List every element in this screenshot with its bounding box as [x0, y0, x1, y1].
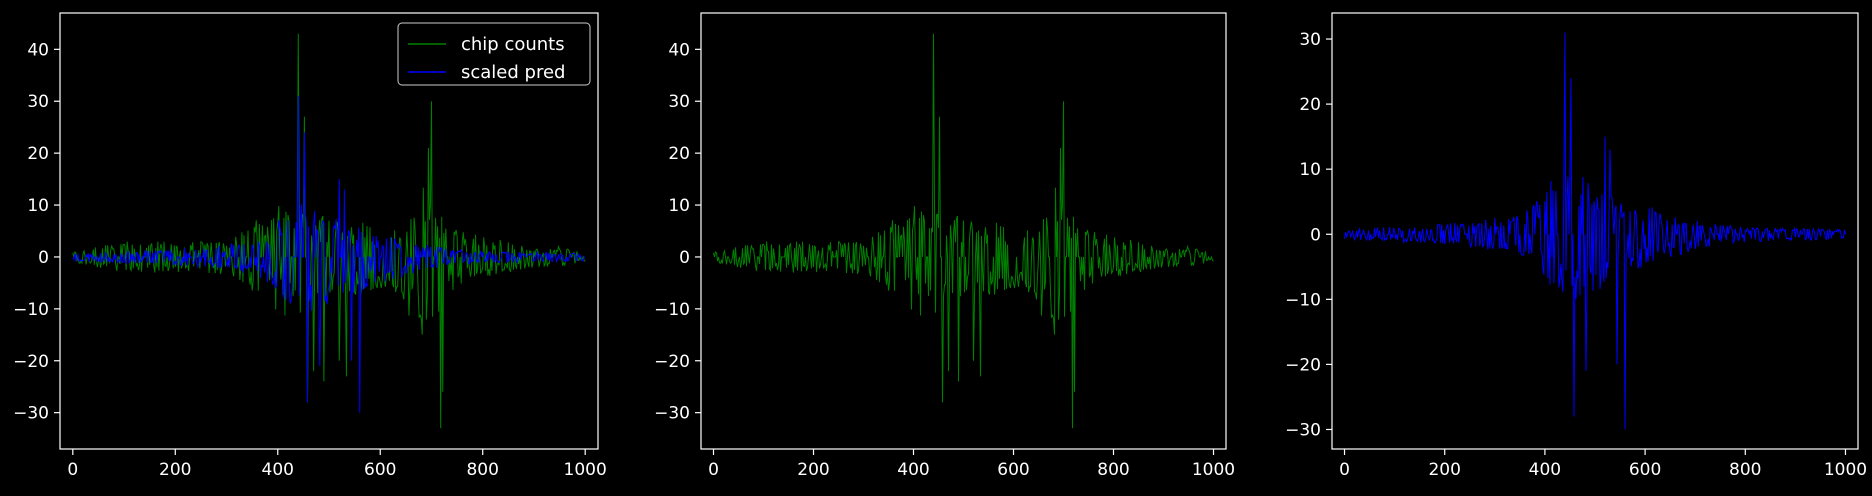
- y-tick-label: 20: [27, 144, 49, 164]
- legend-label: chip counts: [461, 34, 565, 55]
- y-tick-label: −10: [654, 300, 690, 320]
- x-tick-label: 1000: [564, 460, 607, 480]
- chart-panel-right: 0 200 400 600 800 1000 −30 −20 −10 0 10 20 30: [1285, 12, 1867, 480]
- x-tick-label: 400: [897, 460, 929, 480]
- y-tick-label: −10: [13, 300, 49, 320]
- legend: chip counts scaled pred: [397, 22, 591, 86]
- y-tick-label: 30: [668, 92, 690, 112]
- y-tick-label: 20: [668, 144, 690, 164]
- y-tick-label: 30: [1299, 30, 1321, 50]
- y-tick-label: 30: [27, 92, 49, 112]
- x-tick-label: 1000: [1824, 460, 1867, 480]
- y-tick-label: −10: [1285, 290, 1321, 310]
- x-tick-label: 800: [466, 460, 498, 480]
- series-line-series-0: [713, 33, 1214, 429]
- series-line-series-0: [1344, 32, 1846, 430]
- chart-panel-left: 0 200 400 600 800 1000 −30 −20 −10 0 10 20 30 40 chip …: [13, 12, 607, 480]
- x-tick-label: 0: [708, 460, 719, 480]
- x-tick-label: 400: [262, 460, 294, 480]
- axes-frame: [59, 12, 599, 450]
- legend-label: scaled pred: [461, 62, 565, 83]
- x-tick-label: 0: [67, 460, 78, 480]
- x-tick-label: 1000: [1192, 460, 1235, 480]
- y-tick-label: 40: [668, 40, 690, 60]
- axes-frame: [700, 12, 1227, 450]
- x-tick-label: 400: [1529, 460, 1561, 480]
- y-tick-label: −30: [654, 404, 690, 424]
- y-tick-label: 0: [38, 248, 49, 268]
- x-tick-label: 600: [997, 460, 1029, 480]
- x-tick-label: 200: [159, 460, 191, 480]
- y-tick-label: 40: [27, 40, 49, 60]
- x-tick-label: 600: [364, 460, 396, 480]
- series-line-chip-counts: [72, 33, 586, 429]
- y-tick-label: −20: [1285, 355, 1321, 375]
- y-tick-label: −30: [13, 404, 49, 424]
- axes-frame: [1331, 12, 1859, 450]
- y-tick-label: 20: [1299, 95, 1321, 115]
- x-tick-label: 0: [1339, 460, 1350, 480]
- x-tick-label: 200: [1428, 460, 1460, 480]
- series-line-scaled-pred: [72, 96, 586, 413]
- chart-panel-middle: 0 200 400 600 800 1000 −30 −20 −10 0 10 20 30 40: [654, 12, 1235, 480]
- y-tick-label: −20: [654, 352, 690, 372]
- x-tick-label: 800: [1729, 460, 1761, 480]
- y-tick-label: 10: [27, 196, 49, 216]
- x-tick-label: 800: [1097, 460, 1129, 480]
- y-tick-label: 10: [1299, 160, 1321, 180]
- x-tick-label: 600: [1629, 460, 1661, 480]
- y-tick-label: 0: [679, 248, 690, 268]
- legend-box: [397, 22, 591, 86]
- y-tick-label: −30: [1285, 420, 1321, 440]
- y-tick-label: 0: [1310, 225, 1321, 245]
- y-tick-label: 10: [668, 196, 690, 216]
- x-tick-label: 200: [797, 460, 829, 480]
- y-tick-label: −20: [13, 352, 49, 372]
